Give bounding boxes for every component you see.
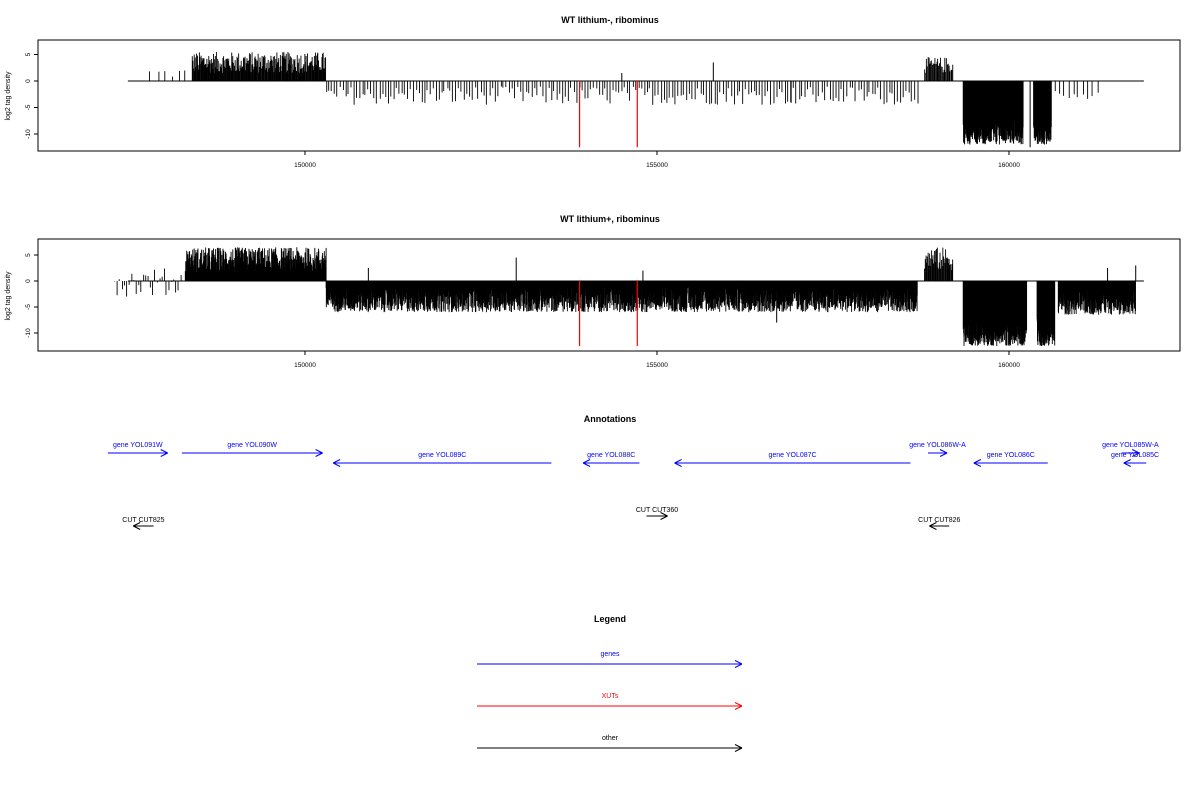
y-tick-label: 0 — [25, 79, 32, 83]
x-tick-label: 155000 — [646, 162, 668, 169]
y-tick-label: -5 — [25, 104, 32, 110]
x-axis: 150000 155000 160000 — [294, 351, 1020, 369]
signal-bars — [128, 52, 1144, 147]
x-tick-label: 150000 — [294, 362, 316, 369]
x-axis: 150000 155000 160000 — [294, 151, 1020, 169]
y-tick-label: 5 — [25, 253, 32, 257]
y-tick-label: -10 — [25, 129, 32, 139]
panel-title: WT lithium+, ribominus — [560, 214, 660, 224]
x-tick-label: 155000 — [646, 362, 668, 369]
y-tick-label: 0 — [25, 279, 32, 283]
x-tick-label: 150000 — [294, 162, 316, 169]
y-axis: 5 0 -5 -10 — [25, 52, 38, 138]
panel-lithium-plus: WT lithium+, ribominus log2 tag density … — [5, 214, 1180, 369]
y-tick-label: -10 — [25, 328, 32, 338]
y-axis-label: log2 tag density — [5, 71, 12, 121]
y-tick-label: -5 — [25, 304, 32, 310]
y-tick-label: 5 — [25, 52, 32, 56]
y-axis: 5 0 -5 -10 — [25, 253, 38, 338]
y-axis-label: log2 tag density — [5, 271, 12, 321]
signal-bars — [114, 247, 1144, 346]
x-tick-label: 160000 — [998, 362, 1020, 369]
x-tick-label: 160000 — [998, 162, 1020, 169]
panel-lithium-minus: WT lithium-, ribominus log2 tag density … — [5, 15, 1180, 169]
panel-title: WT lithium-, ribominus — [561, 15, 659, 25]
